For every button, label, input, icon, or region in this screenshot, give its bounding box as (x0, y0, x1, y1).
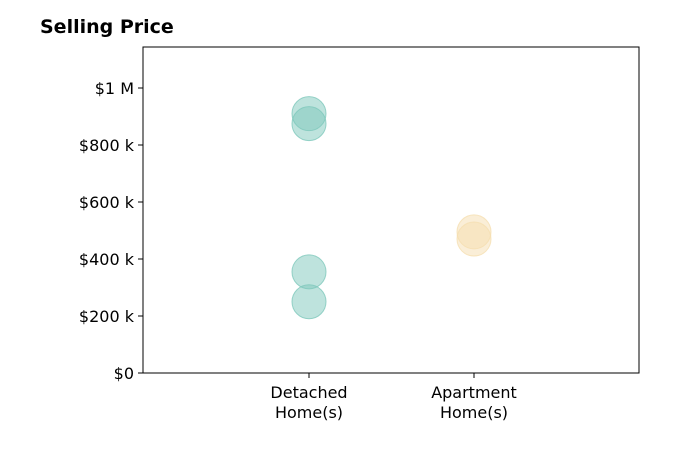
y-tick-label: $800 k (79, 136, 135, 155)
y-tick-label: $600 k (79, 193, 135, 212)
data-point (291, 284, 327, 320)
data-point (456, 221, 492, 257)
y-tick-label: $200 k (79, 307, 135, 326)
x-tick-label: Apartment Home(s) (431, 383, 517, 422)
plot-frame (142, 46, 640, 374)
chart-title: Selling Price (40, 16, 174, 38)
data-point (291, 106, 327, 142)
x-tick-label: Detached Home(s) (270, 383, 347, 422)
data-point (291, 254, 327, 290)
y-tick-label: $1 M (95, 79, 134, 98)
y-tick-label: $400 k (79, 250, 135, 269)
y-tick-label: $0 (114, 364, 134, 383)
